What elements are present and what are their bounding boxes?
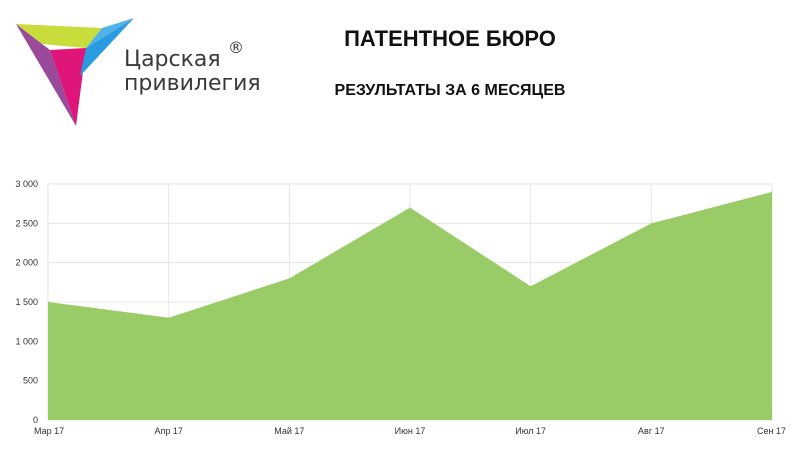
data-point <box>48 302 49 303</box>
data-point <box>530 286 531 287</box>
y-tick-label: 2 500 <box>15 218 38 228</box>
x-tick-label: Июл 17 <box>515 426 546 436</box>
data-point <box>772 191 773 192</box>
y-tick-label: 1 000 <box>15 336 38 346</box>
data-point <box>168 317 169 318</box>
y-tick-label: 1 500 <box>15 297 38 307</box>
data-point <box>289 278 290 279</box>
y-tick-label: 500 <box>23 376 38 386</box>
y-tick-label: 3 000 <box>15 179 38 189</box>
y-tick-label: 0 <box>33 415 38 425</box>
data-point <box>651 223 652 224</box>
x-tick-label: Авг 17 <box>638 426 665 436</box>
x-tick-label: Май 17 <box>274 426 304 436</box>
x-tick-label: Апр 17 <box>154 426 182 436</box>
data-point <box>410 207 411 208</box>
x-tick-label: Сен 17 <box>757 426 786 436</box>
series-area <box>48 192 772 420</box>
x-tick-label: Июн 17 <box>395 426 426 436</box>
x-tick-label: Мар 17 <box>34 426 64 436</box>
y-tick-label: 2 000 <box>15 258 38 268</box>
